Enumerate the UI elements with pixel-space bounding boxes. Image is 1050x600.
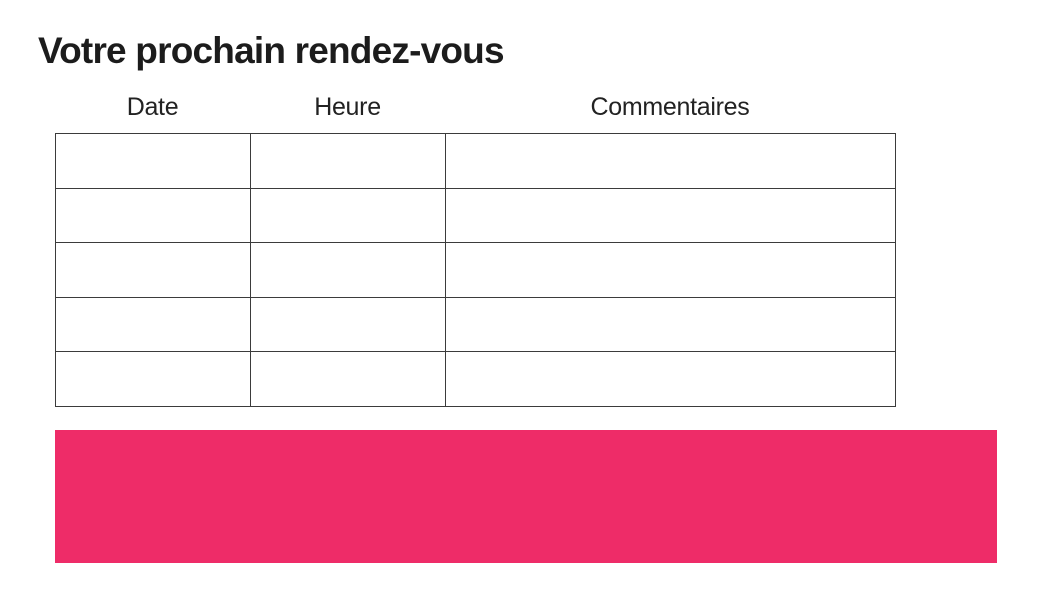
cell-heure bbox=[250, 242, 446, 298]
cell-commentaires bbox=[445, 351, 896, 407]
table-row bbox=[55, 133, 896, 189]
table-header-row: Date Heure Commentaires bbox=[55, 91, 895, 123]
table-row bbox=[55, 242, 896, 298]
table-row bbox=[55, 351, 896, 407]
cell-commentaires bbox=[445, 133, 896, 189]
cell-date bbox=[55, 133, 251, 189]
cell-date bbox=[55, 187, 251, 244]
column-header-commentaires: Commentaires bbox=[590, 93, 750, 121]
cell-commentaires bbox=[445, 187, 896, 244]
table-row bbox=[55, 296, 896, 353]
cell-heure bbox=[250, 187, 446, 244]
page-title: Votre prochain rendez-vous bbox=[38, 30, 505, 71]
table-row bbox=[55, 187, 896, 244]
cell-heure bbox=[250, 133, 446, 189]
column-header-heure: Heure bbox=[314, 93, 381, 121]
cell-commentaires bbox=[445, 242, 896, 298]
cell-date bbox=[55, 296, 251, 353]
cell-date bbox=[55, 351, 251, 407]
appointments-table bbox=[55, 133, 896, 407]
cell-date bbox=[55, 242, 251, 298]
pink-banner bbox=[55, 430, 997, 563]
column-header-date: Date bbox=[126, 93, 179, 121]
cell-heure bbox=[250, 296, 446, 353]
cell-heure bbox=[250, 351, 446, 407]
cell-commentaires bbox=[445, 296, 896, 353]
